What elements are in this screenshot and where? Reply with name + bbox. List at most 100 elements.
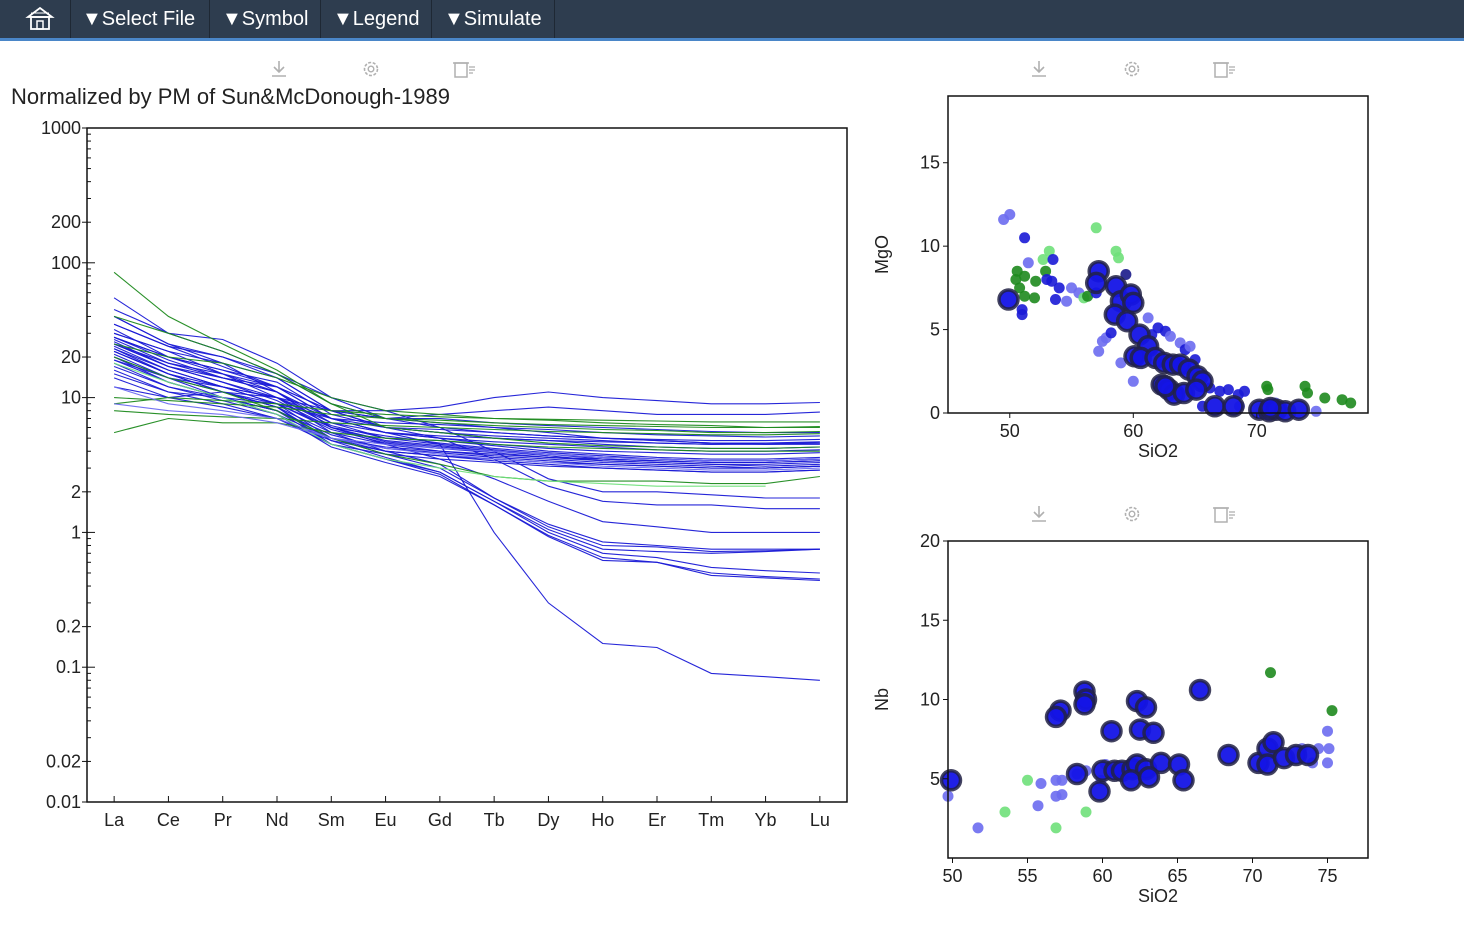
mgo-scatter-x-tick-label: 50 (1000, 421, 1020, 441)
nb-scatter-point-large (1217, 743, 1240, 767)
nb-scatter-point-large (939, 769, 963, 792)
spider-series-line (113, 343, 820, 429)
mgo-scatter-point (1040, 265, 1052, 277)
nb-scatter-point-large (1100, 719, 1123, 743)
spider-series-line (113, 336, 820, 681)
trash-icon[interactable] (1212, 503, 1236, 525)
symbol-menu[interactable]: ▼Symbol (210, 0, 321, 38)
select-file-menu[interactable]: ▼Select File (70, 0, 210, 38)
download-icon[interactable] (1028, 503, 1050, 525)
nb-scatter-point (1323, 743, 1335, 755)
nb-scatter-y-tick-label: 5 (930, 769, 940, 789)
mgo-scatter-point (1090, 222, 1102, 234)
trash-icon[interactable] (1212, 58, 1236, 80)
mgo-scatter-frame (947, 95, 1369, 414)
spider-series-line (113, 315, 820, 444)
mgo-scatter-point (1214, 385, 1226, 397)
mgo-scatter-point (1010, 274, 1022, 285)
nb-scatter-point (999, 806, 1011, 818)
mgo-scatter-x-tick-label: 70 (1247, 421, 1267, 441)
spider-series-line (114, 403, 820, 462)
spider-series-line (113, 386, 820, 434)
spider-series-line (113, 417, 820, 452)
mgo-scatter-point (1046, 275, 1058, 287)
legend-menu[interactable]: ▼Legend (321, 0, 432, 38)
mgo-scatter-point-large (1122, 291, 1145, 315)
spider-series-line (113, 377, 820, 473)
mgo-scatter-point-large (1287, 398, 1311, 421)
nb-scatter-point (1265, 667, 1276, 679)
mgo-scatter-point (1050, 294, 1061, 305)
nb-scatter-point (1326, 705, 1338, 717)
nb-scatter-x-tick-label: 60 (1092, 866, 1112, 886)
mgo-scatter-point-large (997, 288, 1020, 311)
mgo-scatter-point (1053, 282, 1065, 294)
nb-scatter-point (1022, 774, 1033, 786)
mgo-scatter-point (1093, 345, 1105, 357)
spider-series-line (113, 308, 820, 499)
nb-scatter-x-tick-label: 70 (1242, 866, 1262, 886)
mgo-scatter-point (1061, 295, 1073, 307)
gear-icon[interactable] (360, 58, 382, 80)
nb-scatter-x-axis-label: SiO2 (1138, 886, 1178, 906)
nb-scatter-x-tick-label: 75 (1317, 866, 1337, 886)
nb-scatter-point-large (1065, 762, 1089, 786)
nb-scatter-point (1080, 806, 1092, 818)
mgo-scatter-point (1345, 397, 1357, 409)
spider-y-tick-label: 0.01 (46, 792, 81, 812)
spider-y-tick-label: 1 (71, 522, 81, 542)
nb-scatter-point-large (1142, 721, 1165, 745)
spider-series-line (113, 332, 820, 412)
mgo-scatter-y-tick-label: 10 (920, 236, 940, 256)
mgo-scatter-point (1142, 312, 1154, 324)
spider-y-tick-label: 1000 (41, 118, 81, 138)
mgo-scatter-point (1319, 392, 1331, 404)
simulate-menu[interactable]: ▼Simulate (432, 0, 555, 38)
mgo-scatter-point (1019, 270, 1031, 282)
spider-x-tick-label: Eu (375, 810, 397, 830)
nb-scatter-point-large (1137, 765, 1161, 789)
gear-icon[interactable] (1121, 58, 1143, 80)
spider-series-line (113, 348, 820, 550)
spider-x-tick-label: Gd (428, 810, 452, 830)
mgo-scatter-point-large (1084, 271, 1108, 295)
spider-series-line (113, 356, 820, 485)
home-icon (25, 6, 55, 30)
spider-y-tick-label: 10 (61, 388, 81, 408)
nb-scatter-y-tick-label: 15 (920, 610, 940, 630)
mgo-scatter-point (1127, 375, 1139, 387)
mgo-scatter-point (1310, 405, 1322, 417)
spider-series-line (113, 332, 820, 460)
home-button[interactable] (0, 0, 71, 38)
spider-series-line (113, 271, 820, 449)
nb-scatter-point-large (1119, 769, 1143, 792)
mgo-scatter-x-tick-label: 60 (1123, 421, 1143, 441)
mgo-scatter-point (1022, 257, 1034, 269)
nb-scatter-point (1322, 757, 1333, 769)
mgo-scatter-point-large (1185, 378, 1208, 401)
gear-icon[interactable] (1121, 503, 1143, 525)
nb-scatter-frame (947, 540, 1369, 859)
spider-y-tick-label: 200 (51, 212, 81, 232)
mgo-scatter-point (1030, 275, 1042, 287)
spider-y-tick-label: 20 (61, 347, 81, 367)
trash-icon[interactable] (452, 58, 476, 80)
mgo-scatter-point (1120, 269, 1132, 280)
spider-x-tick-label: Sm (318, 810, 345, 830)
download-icon[interactable] (268, 58, 290, 80)
spider-x-tick-label: Er (648, 810, 666, 830)
spider-series-line (113, 362, 766, 487)
download-icon[interactable] (1028, 58, 1050, 80)
spider-y-tick-label: 0.2 (56, 617, 81, 637)
spider-series-line (114, 397, 820, 423)
spider-y-tick-label: 0.02 (46, 751, 81, 771)
spider-x-tick-label: Ho (591, 810, 614, 830)
spider-series-line (113, 336, 820, 533)
mgo-scatter-point (1115, 357, 1127, 369)
nb-scatter-y-tick-label: 20 (920, 531, 940, 551)
spider-y-tick-label: 0.1 (56, 657, 81, 677)
mgo-scatter-y-tick-label: 15 (920, 153, 940, 173)
spider-series-line (114, 410, 820, 436)
nb-scatter-point (1050, 822, 1062, 834)
